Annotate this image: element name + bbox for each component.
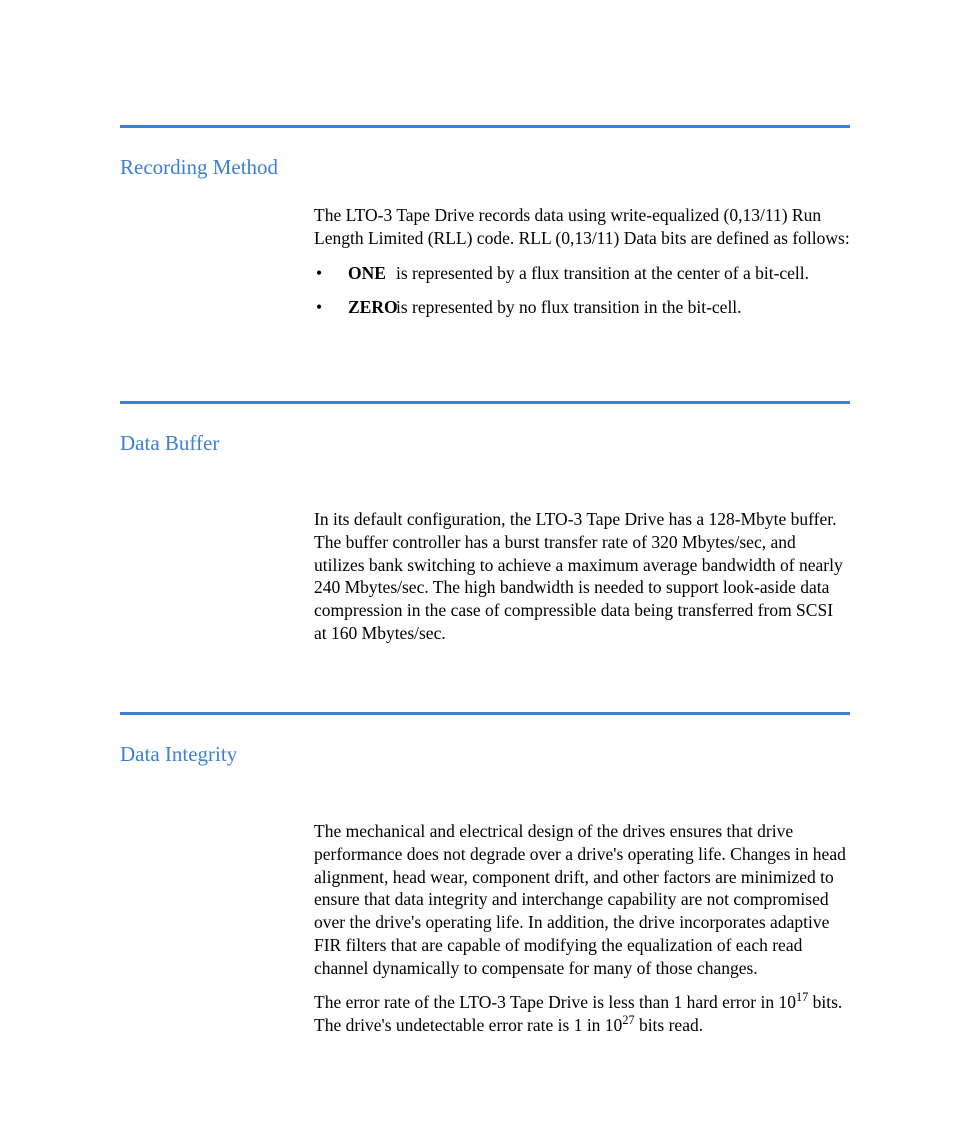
section-divider	[120, 401, 850, 404]
paragraph: The mechanical and electrical design of …	[314, 820, 850, 979]
paragraph-error-rate: The error rate of the LTO-3 Tape Drive i…	[314, 991, 850, 1037]
section-content-data-integrity: The mechanical and electrical design of …	[314, 820, 850, 1049]
section-heading-recording-method: Recording Method	[120, 155, 278, 180]
section-content-data-buffer: In its default configuration, the LTO-3 …	[314, 508, 850, 657]
paragraph: The LTO-3 Tape Drive records data using …	[314, 204, 850, 250]
section-heading-data-integrity: Data Integrity	[120, 742, 237, 767]
section-content-recording-method: The LTO-3 Tape Drive records data using …	[314, 204, 850, 331]
bullet-text: is represented by a flux transition at t…	[396, 262, 850, 285]
error-rate-prefix: The error rate of the LTO-3 Tape Drive i…	[314, 992, 796, 1012]
error-rate-suffix: bits read.	[635, 1015, 704, 1035]
list-item: • ZERO is represented by no flux transit…	[314, 296, 850, 319]
error-rate-exponent: 17	[796, 990, 808, 1004]
document-page: Recording Method The LTO-3 Tape Drive re…	[0, 0, 954, 1145]
list-item: • ONE is represented by a flux transitio…	[314, 262, 850, 285]
section-heading-data-buffer: Data Buffer	[120, 431, 219, 456]
bullet-list: • ONE is represented by a flux transitio…	[314, 262, 850, 320]
bullet-text: is represented by no flux transition in …	[396, 296, 850, 319]
bullet-label: ZERO	[348, 296, 396, 319]
paragraph: In its default configuration, the LTO-3 …	[314, 508, 850, 645]
section-divider	[120, 712, 850, 715]
bullet-label: ONE	[348, 262, 396, 285]
bullet-marker-icon: •	[314, 296, 348, 319]
section-divider	[120, 125, 850, 128]
bullet-marker-icon: •	[314, 262, 348, 285]
error-rate-exponent: 27	[622, 1013, 634, 1027]
